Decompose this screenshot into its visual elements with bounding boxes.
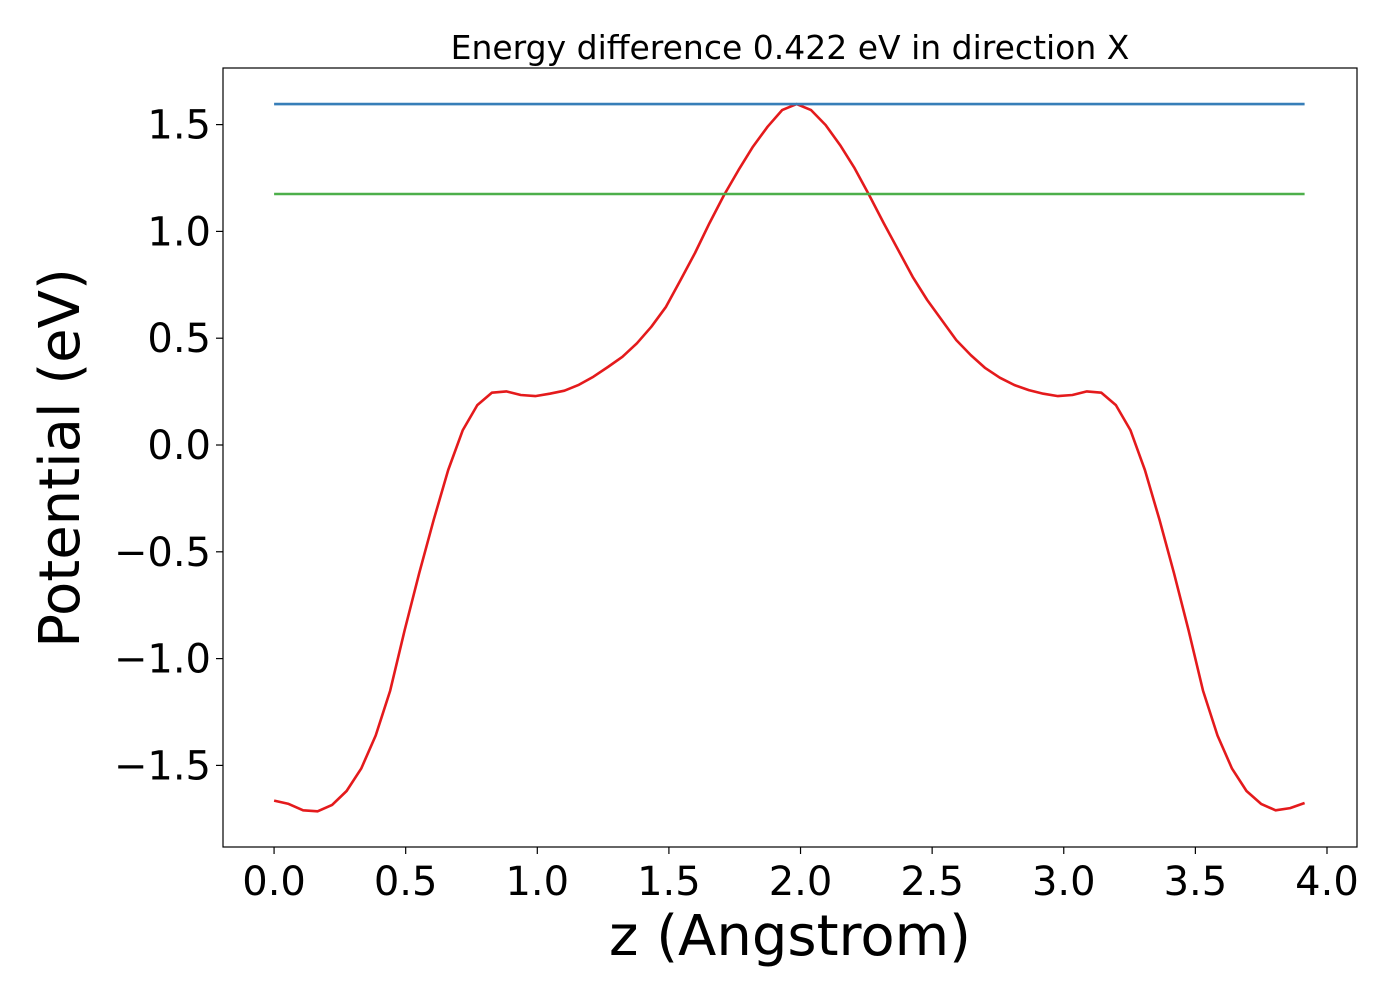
y-tick-label: 0.5 xyxy=(147,316,211,362)
y-axis-label: Potential (eV) xyxy=(28,268,93,648)
y-tick-label: −1.5 xyxy=(114,743,211,789)
x-tick-label: 0.0 xyxy=(242,859,306,905)
y-tick-label: 1.5 xyxy=(147,103,211,149)
x-tick-label: 3.5 xyxy=(1164,859,1228,905)
chart-title: Energy difference 0.422 eV in direction … xyxy=(451,28,1130,67)
x-tick-label: 2.5 xyxy=(900,859,964,905)
series-potential-line xyxy=(273,102,1306,813)
x-tick-label: 2.0 xyxy=(769,859,833,905)
y-axis: −1.5 −1.0 −0.5 0.0 0.5 1.0 1.5 xyxy=(114,103,223,789)
plot-area xyxy=(273,102,1306,813)
x-tick-label: 1.0 xyxy=(505,859,569,905)
y-tick-label: −1.0 xyxy=(114,637,211,683)
y-tick-label: −0.5 xyxy=(114,530,211,576)
axes-frame xyxy=(222,67,1358,848)
x-tick-label: 3.0 xyxy=(1032,859,1096,905)
y-tick-label: 0.0 xyxy=(147,423,211,469)
x-axis-label: z (Angstrom) xyxy=(609,904,971,969)
x-axis: 0.0 0.5 1.0 1.5 2.0 2.5 3.0 3.5 4.0 xyxy=(242,847,1359,905)
x-tick-label: 1.5 xyxy=(637,859,701,905)
y-tick-label: 1.0 xyxy=(147,209,211,255)
x-tick-label: 0.5 xyxy=(374,859,438,905)
x-tick-label: 4.0 xyxy=(1295,859,1359,905)
